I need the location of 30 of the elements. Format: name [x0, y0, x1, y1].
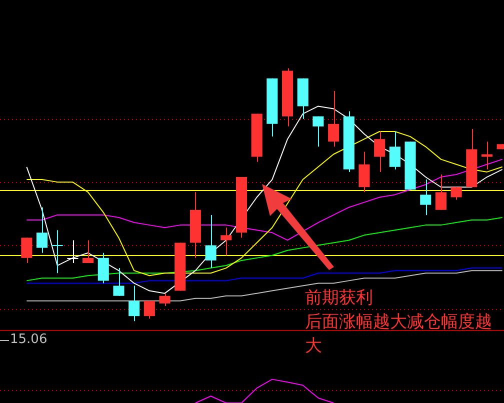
candlestick [435, 174, 446, 210]
candlestick [21, 237, 32, 264]
candlestick [282, 68, 294, 127]
annotation: 后面涨幅越大减仓幅度越大 [305, 311, 493, 358]
candlestick [220, 227, 232, 256]
candlestick [144, 300, 155, 320]
candlestick [266, 78, 278, 138]
candlestick [404, 141, 416, 190]
candlestick [113, 268, 124, 296]
candlestick [374, 130, 386, 172]
candlestick [420, 179, 432, 216]
candlestick [159, 292, 170, 306]
text: 15.06 [10, 332, 48, 347]
candlestick [466, 128, 478, 188]
annotation: 前期获利 [305, 287, 374, 310]
candlestick [297, 78, 308, 120]
candlestick [174, 242, 186, 292]
candlestick [36, 206, 48, 254]
candlestick [51, 230, 64, 274]
candlestick [205, 214, 216, 269]
candlestick [236, 176, 248, 238]
candlestick [389, 130, 400, 170]
candlestick [190, 192, 201, 258]
candlestick [66, 240, 79, 264]
candlestick [251, 113, 262, 162]
candlestick [358, 151, 370, 193]
candlestick [328, 90, 340, 148]
candlestick [82, 240, 94, 264]
candlestick [343, 110, 354, 172]
candlestick [128, 285, 140, 322]
